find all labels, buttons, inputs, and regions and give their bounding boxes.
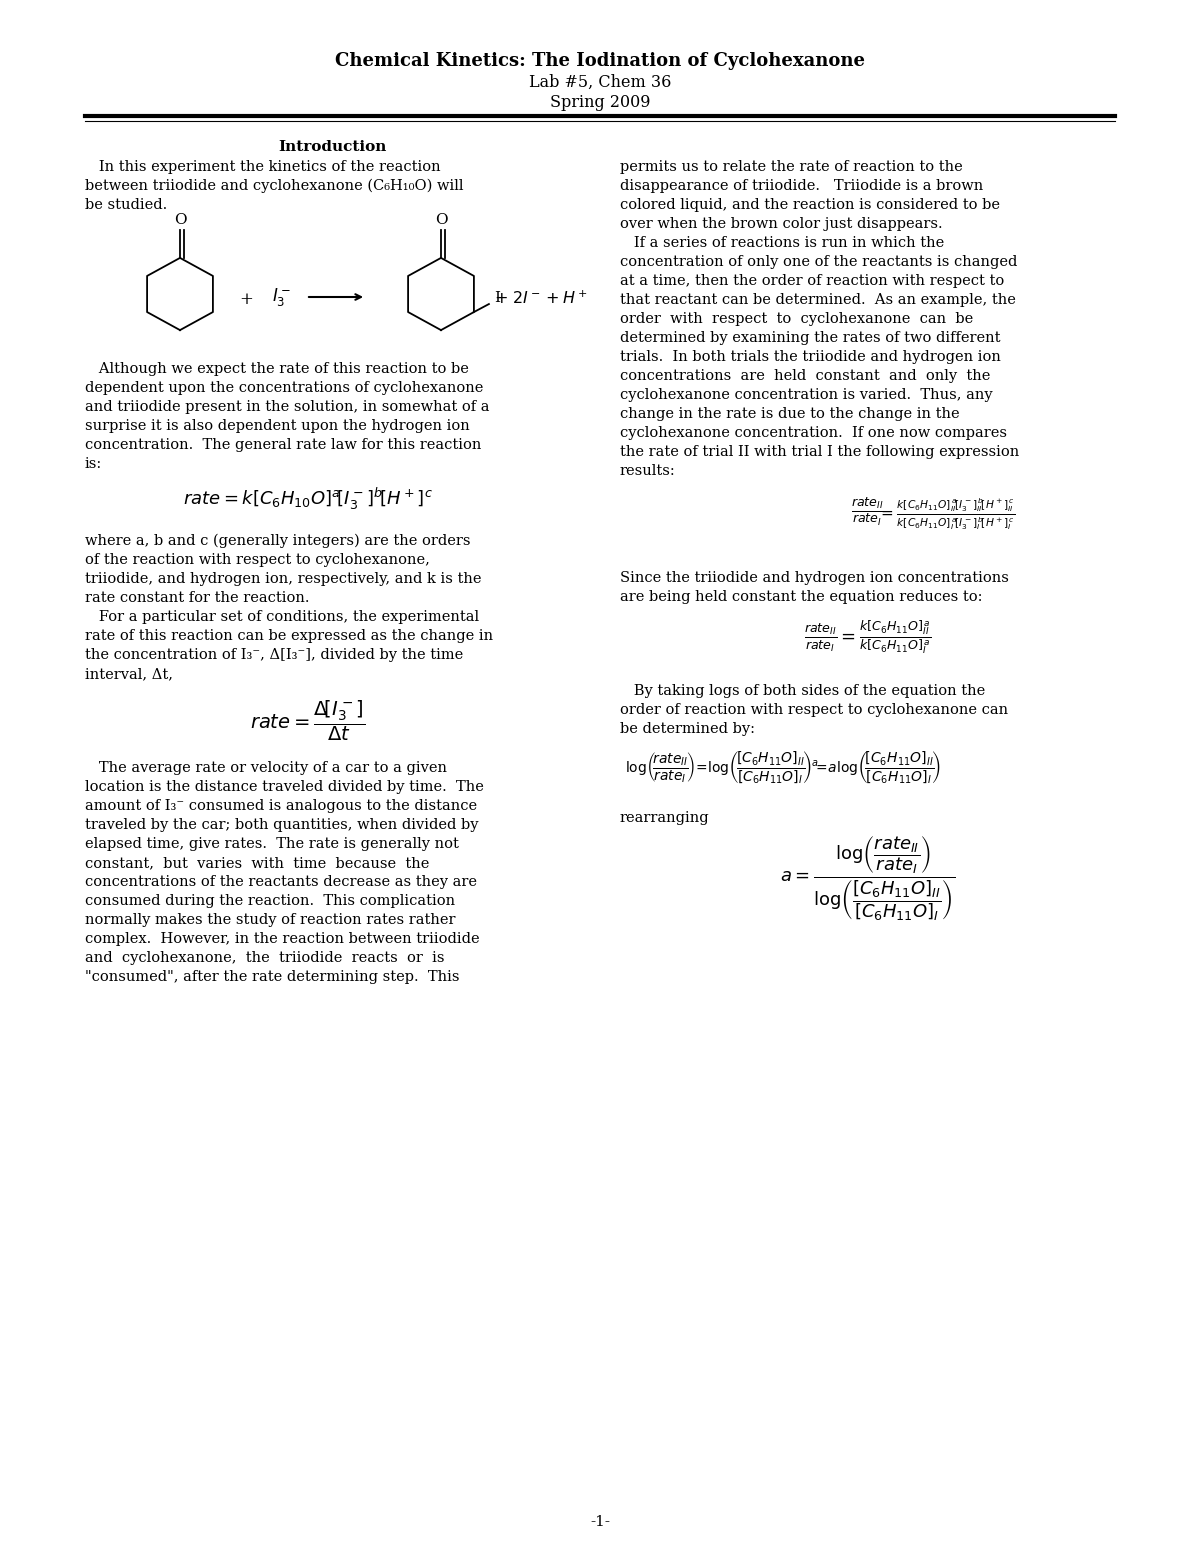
Text: O: O bbox=[434, 213, 448, 227]
Text: Spring 2009: Spring 2009 bbox=[550, 95, 650, 110]
Text: $a = \dfrac{\log\!\left(\dfrac{rate_{II}}{rate_I}\right)}{\log\!\left(\dfrac{\le: $a = \dfrac{\log\!\left(\dfrac{rate_{II}… bbox=[780, 836, 955, 924]
Text: The average rate or velocity of a car to a given: The average rate or velocity of a car to… bbox=[85, 761, 446, 775]
Text: rate constant for the reaction.: rate constant for the reaction. bbox=[85, 592, 310, 606]
Text: cyclohexanone concentration.  If one now compares: cyclohexanone concentration. If one now … bbox=[620, 426, 1007, 439]
Text: the rate of trial II with trial I the following expression: the rate of trial II with trial I the fo… bbox=[620, 446, 1019, 460]
Text: "consumed", after the rate determining step.  This: "consumed", after the rate determining s… bbox=[85, 971, 460, 985]
Text: I: I bbox=[494, 290, 500, 304]
Text: disappearance of triiodide.   Triiodide is a brown: disappearance of triiodide. Triiodide is… bbox=[620, 179, 983, 193]
Text: where a, b and c (generally integers) are the orders: where a, b and c (generally integers) ar… bbox=[85, 534, 470, 548]
Text: of the reaction with respect to cyclohexanone,: of the reaction with respect to cyclohex… bbox=[85, 553, 430, 567]
Text: interval, Δt,: interval, Δt, bbox=[85, 666, 173, 682]
Text: consumed during the reaction.  This complication: consumed during the reaction. This compl… bbox=[85, 895, 455, 909]
Text: $= \frac{k\left[C_6H_{11}O\right]_{II}^{\,a}\!\left[I_3^-\right]_{II}^{\,b}\!\le: $= \frac{k\left[C_6H_{11}O\right]_{II}^{… bbox=[877, 495, 1015, 531]
Text: Introduction: Introduction bbox=[278, 140, 386, 154]
Text: concentration.  The general rate law for this reaction: concentration. The general rate law for … bbox=[85, 438, 481, 452]
Text: -1-: -1- bbox=[590, 1516, 610, 1530]
Text: trials.  In both trials the triiodide and hydrogen ion: trials. In both trials the triiodide and… bbox=[620, 349, 1001, 363]
Text: that reactant can be determined.  As an example, the: that reactant can be determined. As an e… bbox=[620, 294, 1016, 307]
Text: $rate = \dfrac{\Delta\!\left[I_3^-\right]}{\Delta t}$: $rate = \dfrac{\Delta\!\left[I_3^-\right… bbox=[250, 697, 366, 742]
Text: For a particular set of conditions, the experimental: For a particular set of conditions, the … bbox=[85, 610, 479, 624]
Text: permits us to relate the rate of reaction to the: permits us to relate the rate of reactio… bbox=[620, 160, 962, 174]
Text: surprise it is also dependent upon the hydrogen ion: surprise it is also dependent upon the h… bbox=[85, 419, 469, 433]
Text: order of reaction with respect to cyclohexanone can: order of reaction with respect to cycloh… bbox=[620, 704, 1008, 717]
Text: over when the brown color just disappears.: over when the brown color just disappear… bbox=[620, 217, 943, 231]
Text: determined by examining the rates of two different: determined by examining the rates of two… bbox=[620, 331, 1001, 345]
Text: complex.  However, in the reaction between triiodide: complex. However, in the reaction betwee… bbox=[85, 932, 480, 946]
Text: $+\ 2I^- + H^+$: $+\ 2I^- + H^+$ bbox=[494, 290, 588, 307]
Text: and  cyclohexanone,  the  triiodide  reacts  or  is: and cyclohexanone, the triiodide reacts … bbox=[85, 950, 444, 964]
Text: By taking logs of both sides of the equation the: By taking logs of both sides of the equa… bbox=[620, 683, 985, 697]
Text: O: O bbox=[174, 213, 186, 227]
Text: If a series of reactions is run in which the: If a series of reactions is run in which… bbox=[620, 236, 944, 250]
Text: In this experiment the kinetics of the reaction: In this experiment the kinetics of the r… bbox=[85, 160, 440, 174]
Text: and triiodide present in the solution, in somewhat of a: and triiodide present in the solution, i… bbox=[85, 401, 490, 415]
Text: be studied.: be studied. bbox=[85, 197, 167, 213]
Text: $\frac{rate_{II}}{rate_I}$: $\frac{rate_{II}}{rate_I}$ bbox=[851, 495, 884, 528]
Text: is:: is: bbox=[85, 457, 102, 471]
Text: $rate = k\left[C_6H_{10}O\right]^a\!\left[I_3^-\right]^b\!\left[H^+\right]^c$: $rate = k\left[C_6H_{10}O\right]^a\!\lef… bbox=[182, 486, 433, 512]
Text: constant,  but  varies  with  time  because  the: constant, but varies with time because t… bbox=[85, 856, 430, 870]
Text: amount of I₃⁻ consumed is analogous to the distance: amount of I₃⁻ consumed is analogous to t… bbox=[85, 798, 478, 814]
Text: results:: results: bbox=[620, 464, 676, 478]
Text: rearranging: rearranging bbox=[620, 811, 709, 825]
Text: rate of this reaction can be expressed as the change in: rate of this reaction can be expressed a… bbox=[85, 629, 493, 643]
Text: are being held constant the equation reduces to:: are being held constant the equation red… bbox=[620, 590, 983, 604]
Text: at a time, then the order of reaction with respect to: at a time, then the order of reaction wi… bbox=[620, 273, 1004, 287]
Text: concentrations  are  held  constant  and  only  the: concentrations are held constant and onl… bbox=[620, 370, 990, 384]
Text: $I_3^-$: $I_3^-$ bbox=[271, 286, 290, 307]
Text: change in the rate is due to the change in the: change in the rate is due to the change … bbox=[620, 407, 960, 421]
Text: order  with  respect  to  cyclohexanone  can  be: order with respect to cyclohexanone can … bbox=[620, 312, 973, 326]
Text: be determined by:: be determined by: bbox=[620, 722, 755, 736]
Text: Lab #5, Chem 36: Lab #5, Chem 36 bbox=[529, 75, 671, 92]
Text: triiodide, and hydrogen ion, respectively, and k is the: triiodide, and hydrogen ion, respectivel… bbox=[85, 572, 481, 585]
Text: the concentration of I₃⁻, Δ[I₃⁻], divided by the time: the concentration of I₃⁻, Δ[I₃⁻], divide… bbox=[85, 648, 463, 662]
Text: traveled by the car; both quantities, when divided by: traveled by the car; both quantities, wh… bbox=[85, 818, 479, 832]
Text: elapsed time, give rates.  The rate is generally not: elapsed time, give rates. The rate is ge… bbox=[85, 837, 458, 851]
Text: $\log\!\left(\!\dfrac{rate_{II}}{rate_I}\!\right)\!=\!\log\!\left(\!\dfrac{\left: $\log\!\left(\!\dfrac{rate_{II}}{rate_I}… bbox=[625, 749, 941, 784]
Text: normally makes the study of reaction rates rather: normally makes the study of reaction rat… bbox=[85, 913, 456, 927]
Text: $\frac{rate_{II}}{rate_I} = \frac{k\left[C_6H_{11}O\right]_{II}^{\,a}}{k\left[C_: $\frac{rate_{II}}{rate_I} = \frac{k\left… bbox=[804, 620, 931, 655]
Text: Chemical Kinetics: The Iodination of Cyclohexanone: Chemical Kinetics: The Iodination of Cyc… bbox=[335, 51, 865, 70]
Text: Since the triiodide and hydrogen ion concentrations: Since the triiodide and hydrogen ion con… bbox=[620, 572, 1009, 585]
Text: Although we expect the rate of this reaction to be: Although we expect the rate of this reac… bbox=[85, 362, 469, 376]
Text: dependent upon the concentrations of cyclohexanone: dependent upon the concentrations of cyc… bbox=[85, 380, 484, 394]
Text: cyclohexanone concentration is varied.  Thus, any: cyclohexanone concentration is varied. T… bbox=[620, 388, 992, 402]
Text: between triiodide and cyclohexanone (C₆H₁₀O) will: between triiodide and cyclohexanone (C₆H… bbox=[85, 179, 463, 194]
Text: colored liquid, and the reaction is considered to be: colored liquid, and the reaction is cons… bbox=[620, 197, 1000, 213]
Text: location is the distance traveled divided by time.  The: location is the distance traveled divide… bbox=[85, 780, 484, 794]
Text: concentration of only one of the reactants is changed: concentration of only one of the reactan… bbox=[620, 255, 1018, 269]
Text: +: + bbox=[239, 290, 253, 307]
Text: concentrations of the reactants decrease as they are: concentrations of the reactants decrease… bbox=[85, 874, 478, 888]
